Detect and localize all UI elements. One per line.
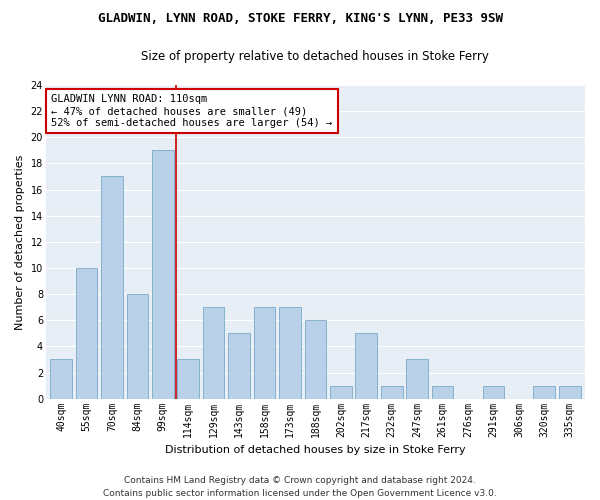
Text: GLADWIN, LYNN ROAD, STOKE FERRY, KING'S LYNN, PE33 9SW: GLADWIN, LYNN ROAD, STOKE FERRY, KING'S … (97, 12, 503, 26)
Bar (406, 360, 428, 399)
Bar (178, 360, 199, 399)
Bar (559, 386, 581, 398)
Text: GLADWIN LYNN ROAD: 110sqm
← 47% of detached houses are smaller (49)
52% of semi-: GLADWIN LYNN ROAD: 110sqm ← 47% of detac… (51, 94, 332, 128)
X-axis label: Distribution of detached houses by size in Stoke Ferry: Distribution of detached houses by size … (165, 445, 466, 455)
Text: Contains HM Land Registry data © Crown copyright and database right 2024.
Contai: Contains HM Land Registry data © Crown c… (103, 476, 497, 498)
Bar (152, 150, 173, 398)
Bar (127, 294, 148, 399)
Title: Size of property relative to detached houses in Stoke Ferry: Size of property relative to detached ho… (142, 50, 490, 63)
Bar (254, 307, 275, 398)
Bar (203, 307, 224, 398)
Bar (101, 176, 123, 398)
Bar (533, 386, 555, 398)
Bar (76, 268, 97, 398)
Y-axis label: Number of detached properties: Number of detached properties (15, 154, 25, 330)
Bar (355, 334, 377, 398)
Bar (432, 386, 454, 398)
Bar (279, 307, 301, 398)
Bar (305, 320, 326, 398)
Bar (330, 386, 352, 398)
Bar (229, 334, 250, 398)
Bar (381, 386, 403, 398)
Bar (50, 360, 72, 399)
Bar (482, 386, 504, 398)
